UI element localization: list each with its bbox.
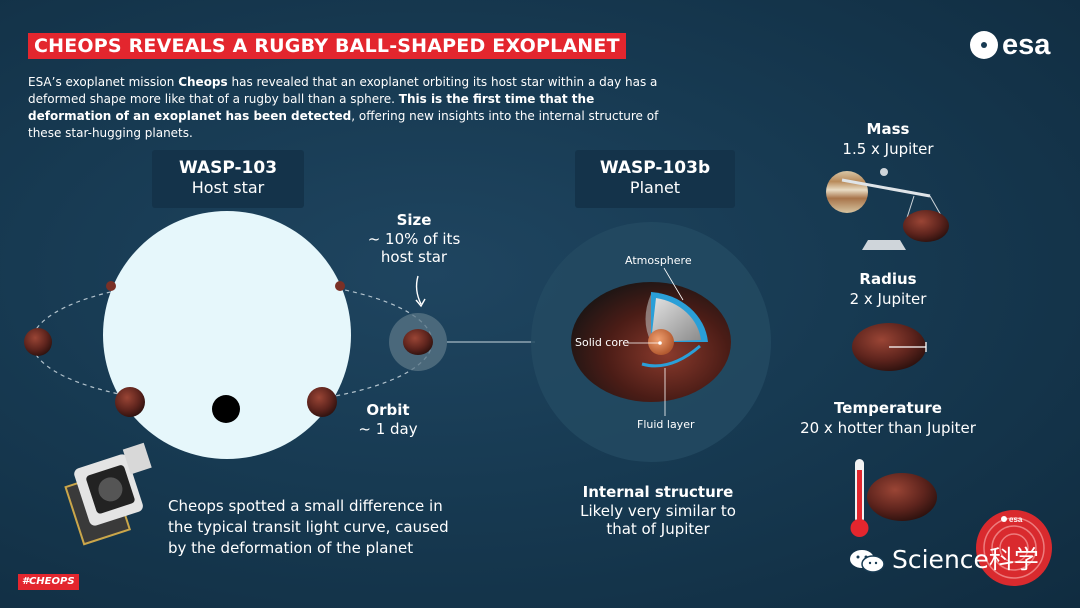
cheops-hashtag: #CHEOPS xyxy=(18,574,79,590)
intro-part1: ESA’s exoplanet mission xyxy=(28,75,179,89)
size-line1: ~ 10% of its xyxy=(367,230,461,248)
intro-mission: Cheops xyxy=(178,75,228,89)
cheops-note-line3: by the deformation of the planet xyxy=(168,539,414,557)
planet-label: WASP-103b Planet xyxy=(575,150,735,208)
radius-info: Radius 2 x Jupiter xyxy=(808,269,968,309)
orbit-heading: Orbit xyxy=(366,401,410,419)
solid-core-label: Solid core xyxy=(575,336,630,349)
host-star-name: WASP-103 xyxy=(178,158,278,178)
scale-icon xyxy=(826,168,949,250)
wechat-icon xyxy=(850,550,885,573)
cheops-note-line1: Cheops spotted a small difference in xyxy=(168,497,443,515)
intro-part3: , offering new insights into the interna… xyxy=(28,109,659,140)
size-arrow xyxy=(415,275,422,305)
host-star xyxy=(103,211,351,459)
orbit-value: ~ 1 day xyxy=(358,420,418,438)
size-heading: Size xyxy=(396,211,432,229)
atmosphere-label: Atmosphere xyxy=(625,254,692,267)
intro-paragraph: ESA’s exoplanet mission Cheops has revea… xyxy=(28,74,668,142)
jupiter-icon xyxy=(826,171,868,213)
transit-planet xyxy=(212,395,240,423)
orbit-planet-left xyxy=(24,328,52,356)
mass-heading: Mass xyxy=(866,120,910,138)
esa-anniversary-badge: esa xyxy=(976,510,1052,586)
planet-desc: Planet xyxy=(629,178,681,197)
size-info: Size ~ 10% of its host star xyxy=(350,210,478,266)
wasp103b-mass-icon xyxy=(903,210,949,242)
watermark-text: Science科学 xyxy=(892,545,1039,574)
mass-value: 1.5 x Jupiter xyxy=(842,140,934,158)
host-star-label: WASP-103 Host star xyxy=(152,150,304,208)
esa-logo-icon xyxy=(970,31,998,59)
page-title: CHEOPS REVEALS A RUGBY BALL-SHAPED EXOPL… xyxy=(28,33,626,59)
planet-name: WASP-103b xyxy=(599,158,711,178)
thermometer-icon xyxy=(850,459,869,537)
size-line2: host star xyxy=(380,248,448,266)
esa-logo: esa xyxy=(970,28,1060,62)
badge-logo: esa xyxy=(1009,515,1023,524)
watermark: Science科学 xyxy=(848,540,1039,576)
cheops-satellite-icon xyxy=(64,442,152,546)
wasp103b-temperature-icon xyxy=(867,473,937,521)
intro-part2: has revealed that an exoplanet orbiting … xyxy=(28,75,658,106)
temperature-info: Temperature 20 x hotter than Jupiter xyxy=(788,398,988,438)
host-star-desc: Host star xyxy=(191,178,265,197)
radius-heading: Radius xyxy=(859,270,917,288)
orbit-planet-back-right xyxy=(335,281,345,291)
mass-info: Mass 1.5 x Jupiter xyxy=(808,119,968,159)
orbit-planet-front-right xyxy=(307,387,337,417)
internal-heading: Internal structure xyxy=(582,483,734,501)
internal-structure-info: Internal structure Likely very similar t… xyxy=(558,482,758,538)
intro-highlight: This is the first time that the deformat… xyxy=(28,92,595,123)
fluid-layer-label: Fluid layer xyxy=(637,418,695,431)
orbit-planet-back-left xyxy=(106,281,116,291)
radius-value: 2 x Jupiter xyxy=(849,290,927,308)
cheops-note-line2: the typical transit light curve, caused xyxy=(168,518,449,536)
orbit-planet-front-left xyxy=(115,387,145,417)
internal-line2: that of Jupiter xyxy=(606,520,710,538)
cheops-note: Cheops spotted a small difference in the… xyxy=(168,496,468,559)
temperature-value: 20 x hotter than Jupiter xyxy=(800,419,976,437)
internal-line1: Likely very similar to xyxy=(580,502,736,520)
temperature-heading: Temperature xyxy=(834,399,942,417)
orbit-info: Orbit ~ 1 day xyxy=(340,400,436,438)
highlighted-planet xyxy=(403,329,433,355)
esa-logo-text: esa xyxy=(1002,29,1051,61)
